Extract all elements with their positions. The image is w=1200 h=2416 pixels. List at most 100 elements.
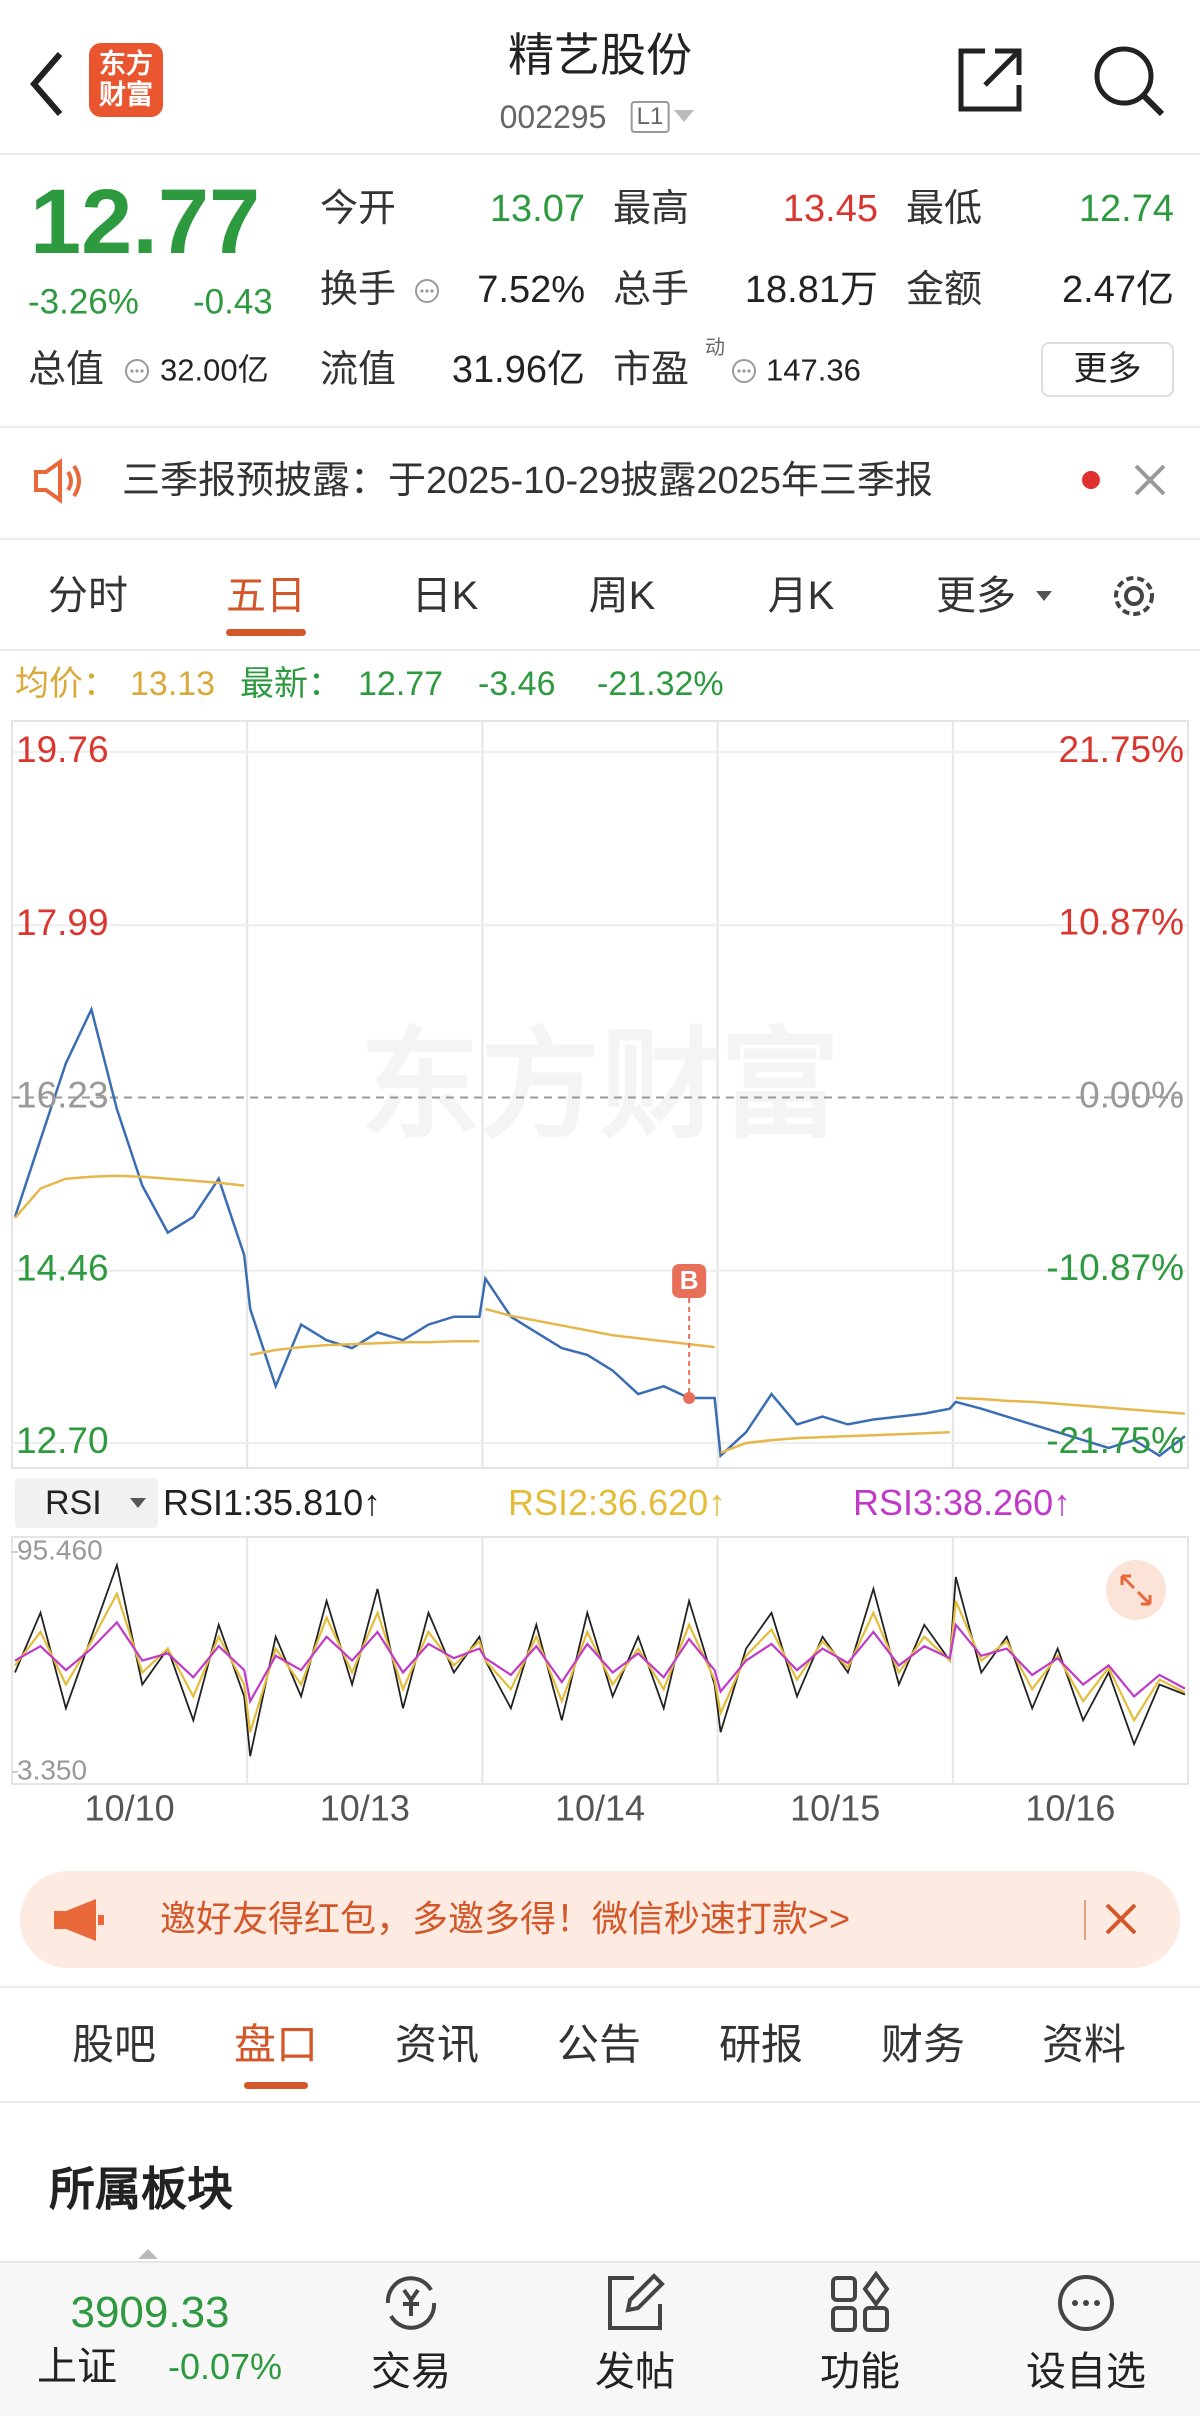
settings-button[interactable]: [1106, 568, 1162, 624]
avg-line: [955, 1396, 1186, 1415]
chart-tab[interactable]: 月K: [767, 574, 835, 618]
latest-change: -3.46: [478, 665, 556, 703]
chart-frame: [11, 1536, 1189, 1785]
y2-tick-label: 10.87%: [1059, 902, 1185, 943]
rsi-line: [14, 1561, 1186, 1757]
marker-dot: [683, 1391, 696, 1404]
nav-label[interactable]: 设自选: [1026, 2350, 1146, 2394]
trade-icon[interactable]: [376, 2268, 446, 2338]
tab[interactable]: 研报: [718, 2021, 804, 2068]
stock-code: 002295: [499, 99, 607, 135]
chart-tab[interactable]: 分时: [48, 574, 128, 618]
info-icon[interactable]: [414, 278, 440, 304]
search-button[interactable]: [1088, 40, 1168, 120]
index-value[interactable]: 3909.33: [70, 2288, 230, 2337]
separator: [1084, 1900, 1086, 1940]
latest-label: 最新：: [240, 665, 342, 703]
avg-line: [720, 1430, 950, 1454]
indicator-name[interactable]: RSI: [45, 1484, 102, 1522]
speaker-icon: [34, 458, 81, 504]
info-icon[interactable]: [731, 358, 757, 384]
stat-label: 今开: [320, 188, 397, 230]
y2-tick-label: 0.00%: [1079, 1074, 1184, 1115]
dropdown-icon: [674, 110, 694, 122]
bottom-bar: [0, 2261, 1200, 2416]
marker-label: B: [680, 1265, 699, 1295]
tab[interactable]: 资料: [1041, 2021, 1127, 2068]
tab-active[interactable]: 盘口: [233, 2021, 319, 2068]
dropdown-icon: [1036, 591, 1052, 601]
nav-label[interactable]: 发帖: [595, 2350, 675, 2394]
tab-underline: [226, 629, 306, 636]
close-banner[interactable]: [1103, 1901, 1139, 1937]
watchlist-icon[interactable]: [1051, 2268, 1121, 2338]
index-change[interactable]: -0.07%: [168, 2346, 283, 2387]
legend-entry: RSI3:38.260↑: [853, 1482, 1072, 1523]
tab[interactable]: 资讯: [394, 2021, 480, 2068]
price: 12.77: [30, 171, 261, 273]
avg-line: [249, 1339, 480, 1357]
notice-text[interactable]: 三季报预披露：于2025-10-29披露2025年三季报: [122, 460, 933, 502]
stat-label: 总手: [613, 269, 690, 311]
change: -0.43: [193, 282, 273, 322]
unread-dot: [1082, 471, 1100, 489]
post-icon[interactable]: [600, 2268, 670, 2338]
info-icon[interactable]: [124, 358, 150, 384]
y-tick-label: 95.460: [17, 1534, 103, 1565]
price-line: [13, 1005, 1186, 1459]
y2-tick-label: -21.75%: [1046, 1420, 1184, 1461]
y-tick-label: 14.46: [16, 1248, 109, 1289]
expand-button[interactable]: [1106, 1560, 1166, 1620]
tab[interactable]: 股吧: [71, 2021, 157, 2068]
avg-line: [14, 1174, 245, 1219]
stat-label: 金额: [906, 269, 983, 311]
function-icon[interactable]: [825, 2268, 895, 2338]
avg-label: 均价：: [15, 665, 117, 703]
stat-label: 最低: [906, 188, 983, 230]
stat-label: 换手: [320, 269, 397, 311]
chart-tab[interactable]: 更多: [936, 574, 1016, 618]
stat-value: 7.52%: [477, 269, 585, 311]
index-name[interactable]: 上证: [37, 2345, 117, 2389]
logo: 东方财富: [89, 43, 163, 117]
x-tick-label: 10/14: [555, 1788, 645, 1829]
back-button[interactable]: [20, 44, 80, 124]
more-button[interactable]: 更多: [1041, 342, 1174, 397]
latest-price: 12.77: [358, 665, 444, 703]
latest-change-pct: -21.32%: [597, 665, 724, 703]
watermark: 东方财富: [360, 1019, 840, 1153]
nav-label[interactable]: 交易: [371, 2350, 451, 2394]
chart-tab[interactable]: 日K: [411, 574, 479, 618]
megaphone-icon: [54, 1899, 104, 1941]
dropdown-icon: [130, 1498, 146, 1508]
share-button[interactable]: [955, 45, 1025, 115]
y-tick-label: 3.350: [17, 1754, 87, 1785]
avg-price: 13.13: [130, 665, 216, 703]
rsi-line: [14, 1620, 1186, 1705]
level-badge: L1: [630, 101, 670, 133]
stat-label: 流值: [320, 349, 397, 391]
close-notice[interactable]: [1132, 462, 1168, 498]
chart-tab[interactable]: 周K: [588, 574, 656, 618]
expand-arrow[interactable]: [138, 2248, 158, 2260]
logo-text: 东方财富: [99, 49, 153, 110]
y-tick-label: 12.70: [16, 1420, 109, 1461]
stat-value: 147.36: [766, 352, 861, 388]
stock-name: 精艺股份: [508, 29, 692, 81]
tab[interactable]: 公告: [556, 2021, 642, 2068]
tab[interactable]: 财务: [880, 2021, 966, 2068]
legend-entry: RSI1:35.810↑: [163, 1482, 382, 1523]
stat-label: 总值: [28, 349, 105, 391]
banner-text[interactable]: 邀好友得红包，多邀多得！微信秒速打款>>: [160, 1898, 851, 1939]
stat-value: 13.45: [782, 188, 878, 230]
tab-underline: [244, 2082, 308, 2089]
invite-banner[interactable]: [20, 1871, 1180, 1968]
chart-tab-active[interactable]: 五日: [226, 574, 306, 618]
y2-tick-label: -10.87%: [1046, 1247, 1184, 1288]
rsi-line: [14, 1590, 1186, 1733]
nav-label[interactable]: 功能: [820, 2350, 900, 2394]
x-tick-label: 10/16: [1025, 1788, 1115, 1829]
expand-icon: [1120, 1574, 1152, 1606]
avg-line: [485, 1307, 715, 1349]
